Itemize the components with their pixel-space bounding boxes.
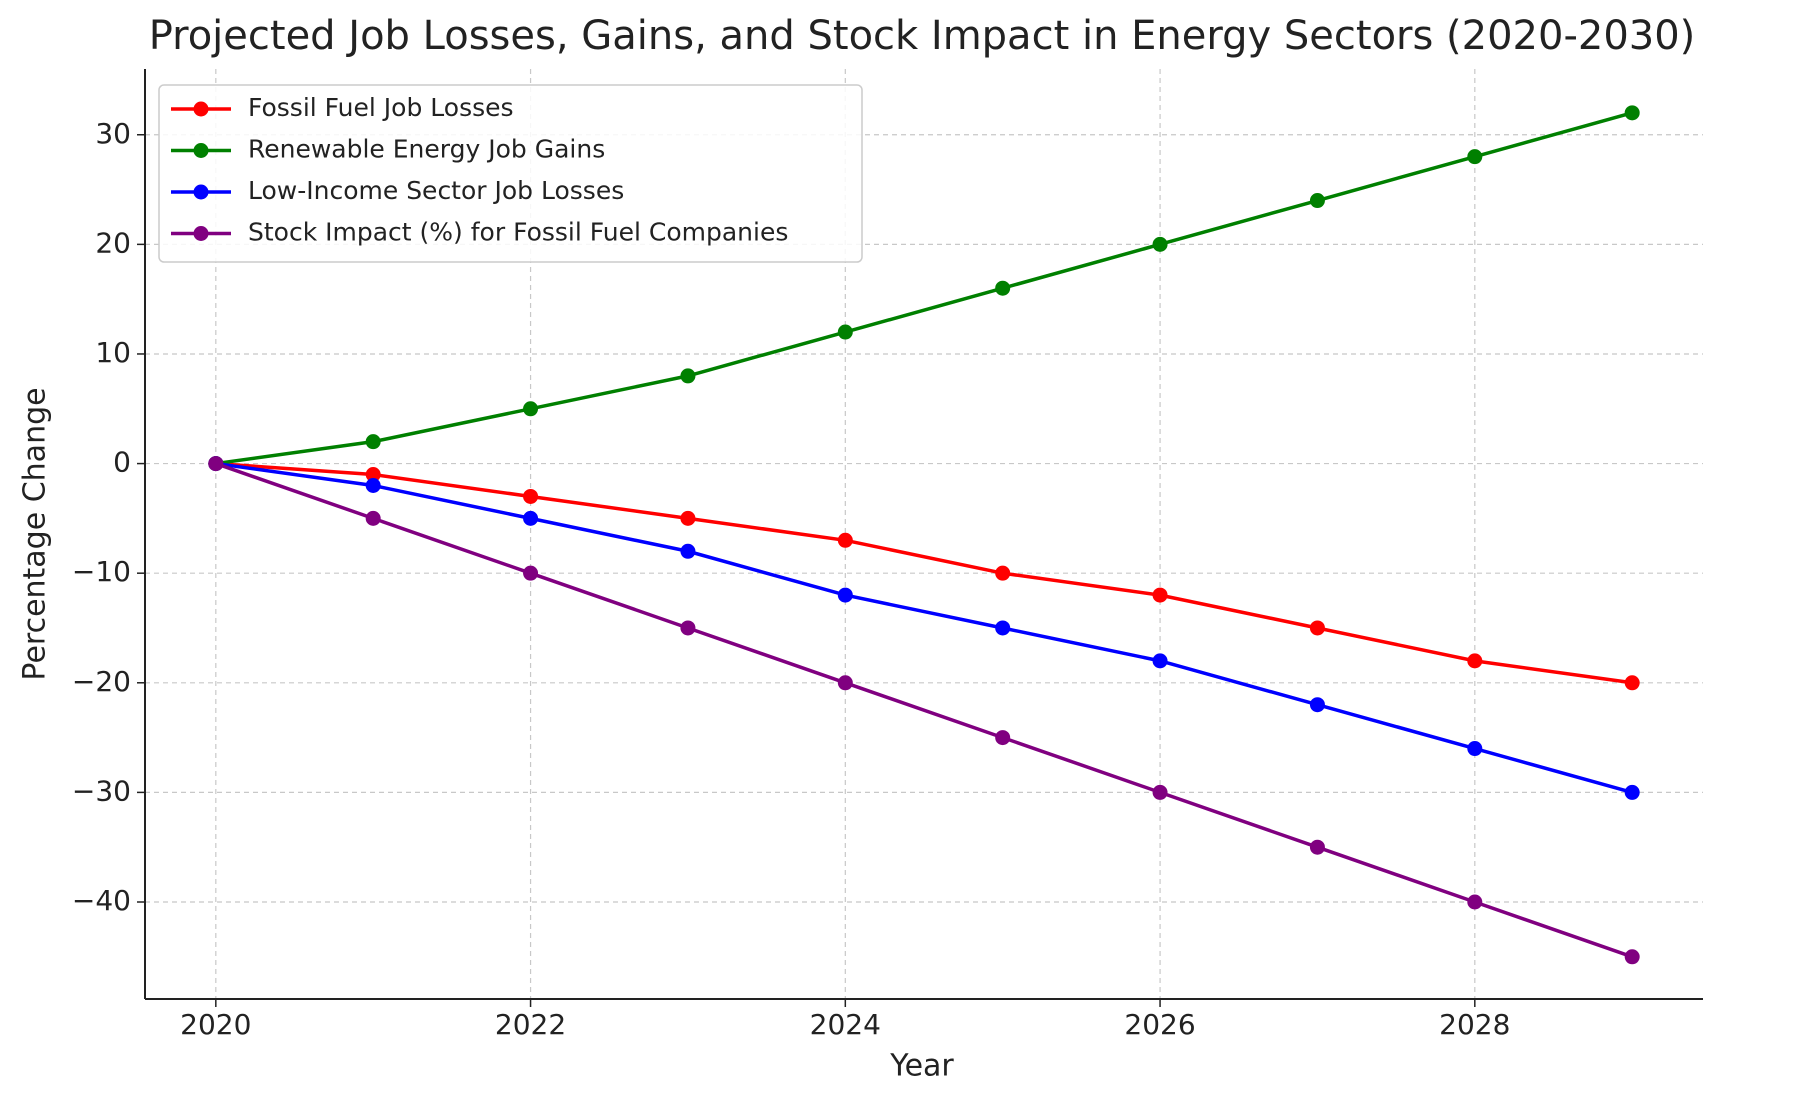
chart-title: Projected Job Losses, Gains, and Stock I… (149, 13, 1696, 59)
data-point (523, 510, 539, 526)
data-point (680, 620, 696, 636)
legend-marker (193, 226, 209, 241)
x-tick-label: 2024 (810, 1008, 881, 1041)
data-point (1309, 620, 1325, 636)
x-axis-label: Year (889, 1049, 954, 1084)
series-line (215, 111, 1633, 466)
data-point (1309, 839, 1325, 855)
data-point (1467, 149, 1483, 165)
data-point (523, 565, 539, 581)
y-axis-label: Percentage Change (18, 387, 53, 680)
data-point (680, 510, 696, 526)
data-point (680, 543, 696, 559)
data-point (837, 324, 853, 340)
data-point (1624, 949, 1640, 965)
data-point (523, 488, 539, 504)
y-tick-label: 10 (95, 336, 131, 369)
data-point (365, 434, 381, 450)
legend-label: Renewable Energy Job Gains (248, 135, 605, 164)
data-point (1309, 697, 1325, 713)
data-point (365, 467, 381, 483)
data-point (1152, 587, 1168, 603)
data-point (1624, 784, 1640, 800)
x-tick-label: 2020 (180, 1008, 251, 1041)
data-point (365, 510, 381, 526)
data-point (365, 477, 381, 493)
data-point (523, 401, 539, 417)
y-tick-label: 0 (113, 446, 131, 479)
data-point (1152, 236, 1168, 252)
data-point (1152, 784, 1168, 800)
y-tick-label: −40 (72, 884, 131, 917)
legend-marker (193, 101, 209, 117)
data-point (837, 675, 853, 691)
y-tick-label: 30 (95, 117, 131, 150)
data-point (995, 730, 1011, 746)
legend-box (158, 84, 863, 263)
series-line (215, 461, 1633, 795)
data-point (1624, 105, 1640, 121)
series-line (215, 461, 1633, 959)
x-tick-label: 2028 (1439, 1008, 1510, 1041)
data-point (1467, 894, 1483, 910)
legend-label: Stock Impact (%) for Fossil Fuel Compani… (248, 218, 788, 247)
data-point (837, 587, 853, 603)
y-tick-label: −30 (72, 774, 131, 807)
legend: Fossil Fuel Job Losses Renewable Energy J… (158, 84, 863, 263)
data-point (1152, 653, 1168, 669)
data-point (837, 532, 853, 548)
data-point (1624, 675, 1640, 691)
y-tick-label: 20 (95, 226, 131, 259)
data-point (680, 368, 696, 384)
legend-marker (193, 143, 209, 158)
x-tick-label: 2022 (495, 1008, 566, 1041)
x-tick-label: 2026 (1124, 1008, 1195, 1041)
data-point (208, 456, 224, 472)
data-point (995, 620, 1011, 636)
y-tick-label: −10 (72, 555, 131, 588)
legend-label: Fossil Fuel Job Losses (248, 93, 514, 122)
data-point (1467, 653, 1483, 669)
legend-label: Low-Income Sector Job Losses (248, 176, 624, 205)
data-point (995, 565, 1011, 581)
y-tick-label: −20 (72, 665, 131, 698)
series-line (215, 461, 1633, 685)
data-point (995, 280, 1011, 296)
data-point (1467, 741, 1483, 757)
data-point (1309, 193, 1325, 209)
legend-marker (193, 184, 209, 200)
